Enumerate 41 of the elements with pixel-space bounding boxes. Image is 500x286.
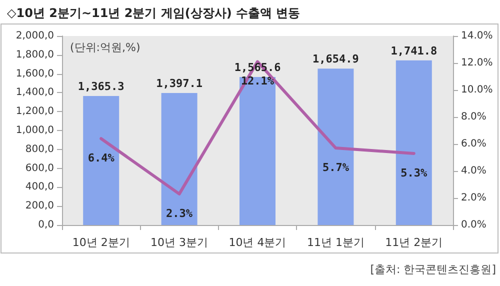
data-label: 1,397.1 [156, 76, 203, 90]
y2-tick-label: 10.0% [461, 84, 493, 96]
bar [240, 77, 276, 225]
x-tick-label: 10년 3분기 [150, 236, 208, 249]
y-tick-label: 400,0 [25, 182, 54, 193]
data-label: 5.7% [322, 161, 350, 174]
y2-tick-label: 14.0% [461, 30, 493, 42]
data-label: 1,365.3 [78, 80, 124, 93]
y-tick-label: 0,0 [38, 220, 54, 230]
data-label: 2.3% [166, 206, 193, 220]
x-tick-label: 10년 2분기 [72, 236, 130, 249]
y-tick-label: 2,000,0 [16, 30, 54, 42]
x-tick-label: 11년 2분기 [385, 236, 443, 249]
data-label: 1,654.9 [312, 52, 359, 66]
data-label: 12.1% [240, 74, 274, 88]
bar [396, 60, 432, 225]
x-tick-label: 10년 4분기 [228, 236, 286, 249]
data-label: 6.4% [88, 152, 115, 165]
y-tick-label: 1,800,0 [16, 49, 54, 60]
y-tick-label: 800,0 [25, 144, 54, 155]
data-label: 5.3% [400, 166, 428, 180]
y-tick-label: 200,0 [25, 200, 54, 212]
bar [161, 92, 198, 225]
y2-tick-label: 8.0% [461, 112, 486, 122]
y-tick-label: 1,200,0 [16, 106, 54, 118]
text: [출처: 한국콘텐츠진흥원] [370, 263, 496, 276]
x-tick-label: 11년 1분기 [306, 236, 364, 249]
annotation: (단위:억원,%) [70, 41, 140, 54]
chart-title: ◇10년 2분기~11년 2분기 게임(상장사) 수출액 변동 [7, 6, 300, 20]
bar [83, 96, 120, 225]
y-tick-label: 1,600,0 [16, 68, 54, 80]
y2-tick-label: 4.0% [461, 166, 486, 176]
bar [318, 68, 354, 225]
y2-tick-label: 2.0% [461, 192, 486, 204]
y-tick-label: 1,400,0 [16, 87, 54, 98]
y2-tick-label: 6.0% [461, 138, 486, 150]
y2-tick-label: 12.0% [461, 58, 493, 68]
y-tick-label: 1,000,0 [16, 125, 54, 136]
y2-tick-label: 0.0% [461, 220, 486, 230]
y-tick-label: 600,0 [25, 162, 54, 174]
data-label: 1,741.8 [390, 44, 438, 58]
